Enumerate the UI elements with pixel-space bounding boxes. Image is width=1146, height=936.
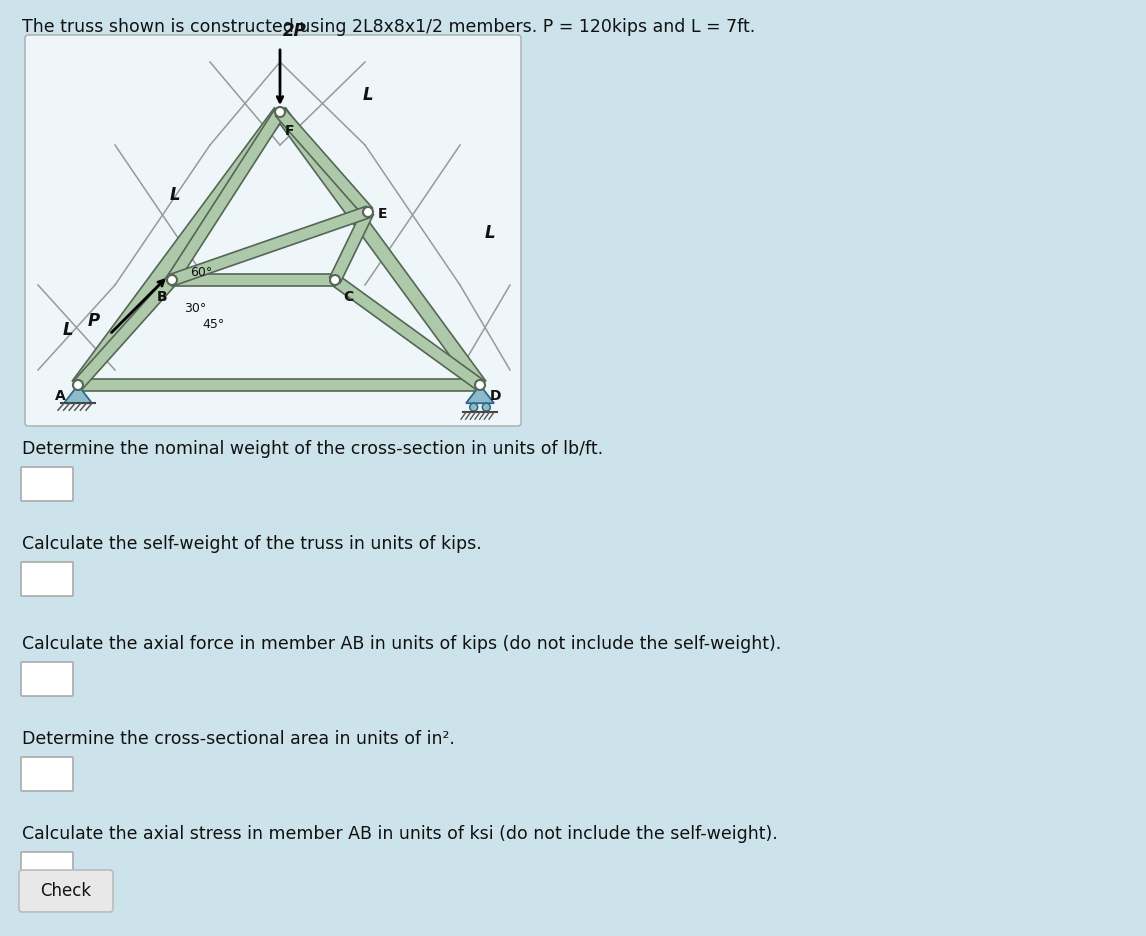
FancyBboxPatch shape: [21, 467, 73, 501]
Text: The truss shown is constructed using 2L8x8x1/2 members. P = 120kips and L = 7ft.: The truss shown is constructed using 2L8…: [22, 18, 755, 36]
FancyBboxPatch shape: [21, 662, 73, 696]
Polygon shape: [72, 108, 285, 389]
Text: F: F: [285, 124, 295, 138]
Text: Check: Check: [40, 882, 92, 900]
Polygon shape: [170, 206, 370, 285]
Circle shape: [167, 275, 176, 285]
FancyBboxPatch shape: [25, 35, 521, 426]
Text: C: C: [343, 290, 353, 304]
Text: 60°: 60°: [190, 266, 212, 279]
Polygon shape: [331, 275, 484, 390]
Text: 30°: 30°: [185, 302, 206, 315]
Text: Determine the cross-sectional area in units of in².: Determine the cross-sectional area in un…: [22, 730, 455, 748]
Text: Determine the nominal weight of the cross-section in units of lb/ft.: Determine the nominal weight of the cros…: [22, 440, 603, 458]
Text: L: L: [63, 321, 73, 339]
Polygon shape: [78, 379, 480, 391]
Text: Calculate the self-weight of the truss in units of kips.: Calculate the self-weight of the truss i…: [22, 535, 481, 553]
Text: L: L: [170, 186, 180, 204]
Circle shape: [363, 207, 372, 217]
Text: Calculate the axial stress in member AB in units of ksi (do not include the self: Calculate the axial stress in member AB …: [22, 825, 778, 843]
Text: A: A: [55, 389, 66, 403]
Polygon shape: [330, 210, 374, 283]
FancyBboxPatch shape: [21, 757, 73, 791]
Text: 45°: 45°: [202, 318, 225, 331]
Text: P: P: [87, 313, 100, 330]
Polygon shape: [64, 385, 92, 403]
Polygon shape: [172, 274, 335, 286]
Text: Calculate the axial force in member AB in units of kips (do not include the self: Calculate the axial force in member AB i…: [22, 635, 782, 653]
FancyBboxPatch shape: [21, 852, 73, 886]
Circle shape: [482, 403, 490, 411]
Polygon shape: [275, 108, 372, 216]
Polygon shape: [167, 109, 285, 284]
Text: L: L: [362, 86, 374, 104]
Circle shape: [470, 403, 478, 411]
Text: E: E: [378, 207, 387, 221]
Text: L: L: [485, 224, 495, 242]
FancyBboxPatch shape: [19, 870, 113, 912]
Circle shape: [330, 275, 340, 285]
Circle shape: [474, 380, 485, 390]
Polygon shape: [466, 385, 494, 403]
Circle shape: [73, 380, 83, 390]
Circle shape: [275, 107, 285, 117]
Text: D: D: [490, 389, 502, 403]
Polygon shape: [274, 108, 486, 389]
Text: 2P: 2P: [283, 22, 307, 40]
Text: B: B: [156, 290, 167, 304]
FancyBboxPatch shape: [21, 562, 73, 596]
Polygon shape: [73, 276, 176, 389]
